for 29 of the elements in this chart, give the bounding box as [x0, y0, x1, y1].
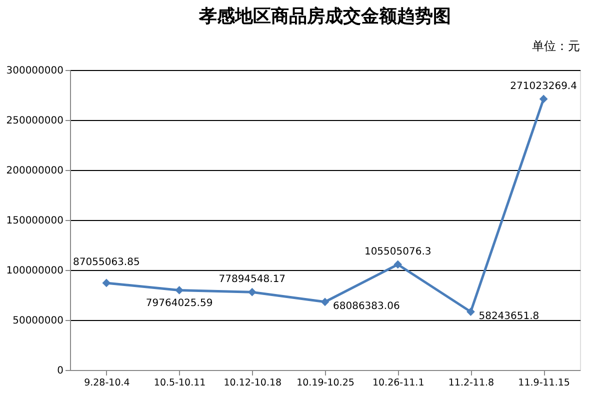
- x-tick-label: 10.26-11.1: [372, 378, 424, 388]
- point: [539, 94, 548, 104]
- x-tick-label: 11.2-11.8: [448, 378, 494, 388]
- text: 271023269.4: [510, 80, 577, 92]
- text: 87055063.85: [73, 257, 140, 268]
- x-tick-label: 10.19-10.25: [296, 378, 354, 388]
- y-tick-label: 100000000: [6, 266, 64, 276]
- point: [466, 308, 475, 316]
- point: [102, 278, 111, 288]
- x-tick-label: 10.5-10.11: [154, 378, 206, 388]
- point: [175, 286, 184, 294]
- y-tick-label: 50000000: [12, 316, 64, 326]
- text: 68086383.06: [333, 300, 400, 312]
- y-tick-label: 150000000: [6, 216, 64, 226]
- y-tick-label: 300000000: [6, 66, 64, 76]
- text: 58243651.8: [478, 310, 540, 322]
- x-tick-label: 10.12-10.18: [224, 378, 282, 388]
- x-tick-label: 11.9-11.15: [518, 378, 570, 388]
- text: 77894548.17: [218, 274, 286, 286]
- y-tick-label: 250000000: [6, 116, 64, 126]
- point: [394, 260, 402, 269]
- y-tick-label: 0: [57, 366, 64, 376]
- text: 79764025.59: [146, 298, 213, 310]
- text: 105505076.3: [364, 246, 432, 258]
- point: [320, 298, 330, 306]
- text: 单位：元: [532, 39, 580, 53]
- chart-title: 孝感地区商品房成交金额趋势图: [198, 6, 451, 27]
- y-tick-label: 200000000: [6, 166, 64, 176]
- x-tick-label: 9.28-10.4: [84, 378, 130, 388]
